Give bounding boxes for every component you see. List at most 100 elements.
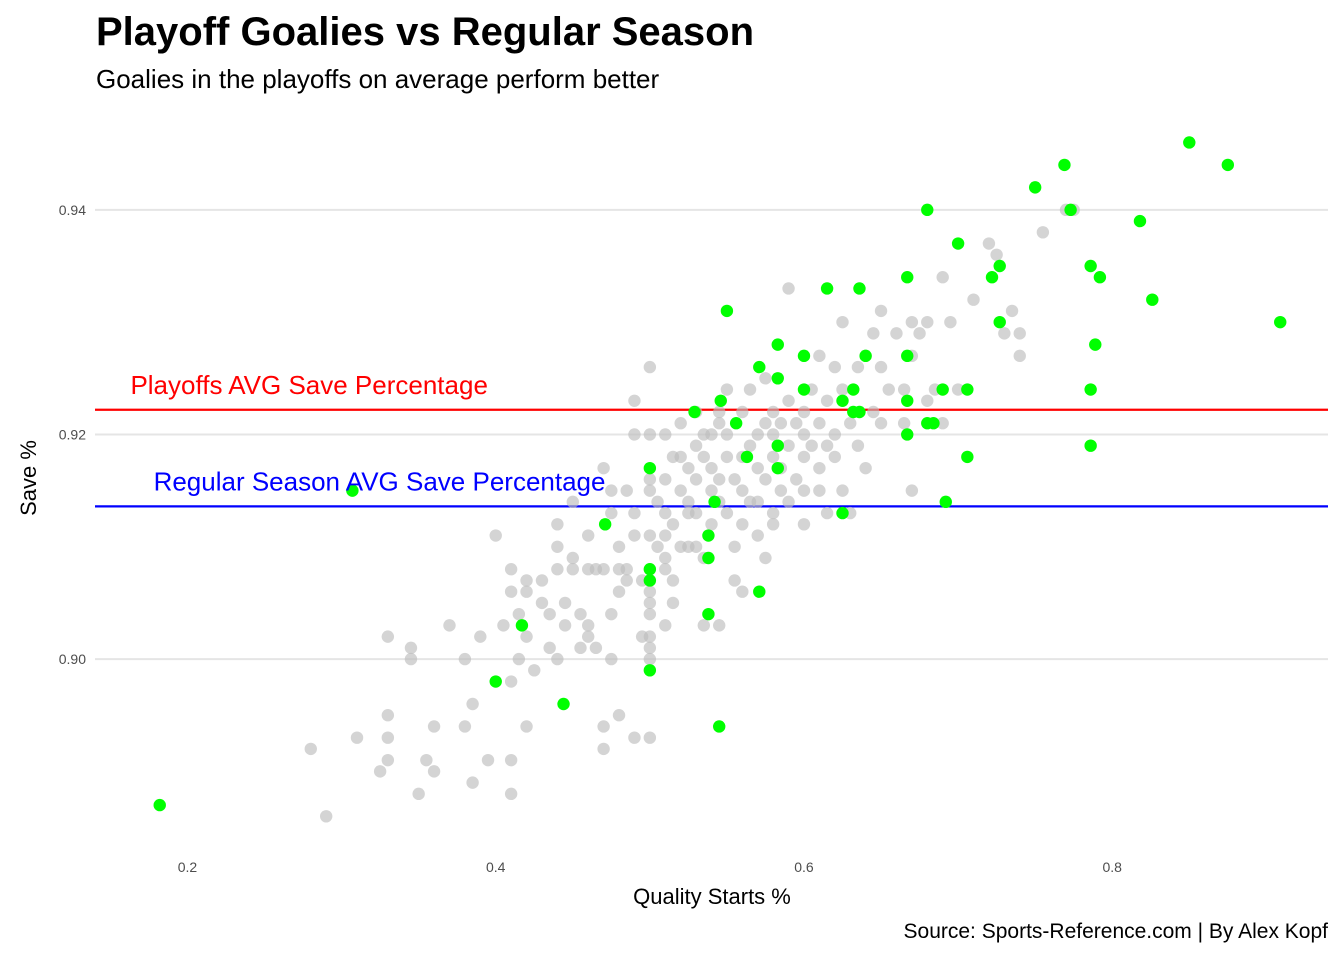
- regular-season-point: [921, 315, 934, 329]
- chart-subtitle: Goalies in the playoffs on average perfo…: [96, 64, 660, 94]
- regular-season-point: [751, 529, 764, 542]
- regular-season-point: [597, 461, 610, 475]
- regular-season-point: [551, 563, 564, 576]
- regular-season-point: [728, 473, 741, 486]
- regular-season-point: [651, 495, 664, 509]
- playoff-point: [771, 439, 784, 452]
- playoff-point: [643, 574, 657, 587]
- regular-season-point: [836, 315, 849, 329]
- x-tick-label: 0.8: [1102, 859, 1122, 875]
- playoff-point: [1084, 383, 1097, 396]
- regular-season-point: [666, 574, 680, 587]
- regular-season-point: [844, 417, 857, 430]
- regular-season-point: [797, 450, 811, 464]
- regular-season-point: [628, 428, 641, 441]
- reference-line-label: Playoffs AVG Save Percentage: [130, 370, 487, 400]
- playoff-point: [853, 405, 866, 419]
- x-tick-label: 0.6: [794, 859, 814, 875]
- regular-season-point: [790, 417, 803, 430]
- y-axis-title: Save %: [16, 440, 41, 516]
- regular-season-point: [535, 574, 549, 587]
- x-tick-label: 0.2: [178, 859, 198, 875]
- regular-season-point: [481, 753, 495, 767]
- regular-season-point: [512, 607, 526, 621]
- playoff-point: [1183, 136, 1196, 149]
- regular-season-point: [597, 742, 610, 756]
- regular-season-point: [713, 473, 726, 486]
- playoff-point: [859, 349, 872, 363]
- regular-season-point: [458, 720, 472, 733]
- x-axis-title: Quality Starts %: [633, 884, 791, 909]
- playoff-point: [951, 237, 965, 250]
- regular-season-point: [951, 383, 965, 396]
- regular-season-point: [736, 518, 749, 531]
- regular-season-point: [643, 585, 657, 598]
- regular-season-point: [805, 439, 818, 452]
- regular-season-point: [728, 574, 741, 587]
- regular-season-point: [1036, 226, 1050, 239]
- playoff-point: [346, 484, 359, 497]
- regular-season-point: [643, 484, 657, 497]
- playoff-point: [901, 428, 914, 441]
- regular-season-point: [913, 327, 926, 340]
- regular-season-point: [589, 641, 603, 655]
- regular-season-point: [867, 405, 880, 419]
- regular-season-point: [836, 484, 849, 497]
- regular-season-point: [1005, 304, 1019, 318]
- regular-season-point: [751, 461, 764, 475]
- playoff-point: [489, 675, 502, 688]
- regular-season-point: [489, 529, 502, 542]
- regular-season-point: [566, 563, 579, 576]
- regular-season-point: [882, 383, 895, 396]
- regular-season-point: [412, 787, 425, 801]
- regular-season-point: [350, 731, 364, 744]
- playoff-point: [820, 282, 834, 295]
- regular-season-point: [574, 607, 587, 621]
- regular-season-point: [543, 607, 556, 621]
- regular-season-point: [897, 417, 911, 430]
- regular-season-point: [612, 585, 626, 598]
- regular-season-point: [504, 675, 518, 688]
- regular-season-point: [643, 630, 657, 643]
- playoff-point: [836, 394, 849, 407]
- regular-season-point: [782, 282, 795, 295]
- playoff-point: [961, 450, 974, 464]
- playoff-point: [713, 720, 726, 733]
- playoff-point: [901, 271, 914, 284]
- regular-season-point: [874, 360, 888, 374]
- regular-season-point: [713, 405, 726, 419]
- playoff-point: [901, 394, 914, 407]
- regular-season-point: [643, 641, 657, 655]
- regular-season-point: [1013, 349, 1026, 363]
- regular-season-point: [474, 630, 487, 643]
- playoff-point: [1064, 203, 1077, 217]
- regular-season-point: [766, 506, 780, 520]
- regular-season-point: [713, 619, 726, 632]
- playoff-point: [993, 259, 1006, 273]
- regular-season-point: [582, 619, 595, 632]
- playoff-point: [1133, 214, 1147, 228]
- playoff-point: [153, 798, 166, 812]
- playoff-point: [714, 394, 727, 407]
- regular-season-point: [813, 349, 826, 363]
- regular-season-point: [851, 360, 865, 374]
- regular-season-point: [782, 495, 795, 509]
- playoff-point: [936, 383, 949, 396]
- playoff-point: [1058, 158, 1071, 172]
- regular-season-point: [420, 753, 433, 767]
- regular-season-point: [659, 428, 672, 441]
- playoff-point: [557, 697, 570, 711]
- regular-season-point: [790, 473, 803, 486]
- regular-season-point: [620, 574, 633, 587]
- y-tick-label: 0.92: [59, 426, 86, 442]
- playoff-point: [921, 203, 934, 217]
- regular-season-point: [504, 585, 518, 598]
- regular-season-point: [905, 315, 919, 329]
- playoff-point: [702, 529, 715, 542]
- regular-season-point: [520, 630, 533, 643]
- regular-season-point: [682, 495, 695, 509]
- playoff-point: [993, 315, 1006, 329]
- regular-season-point: [381, 709, 395, 722]
- playoff-point: [985, 271, 999, 284]
